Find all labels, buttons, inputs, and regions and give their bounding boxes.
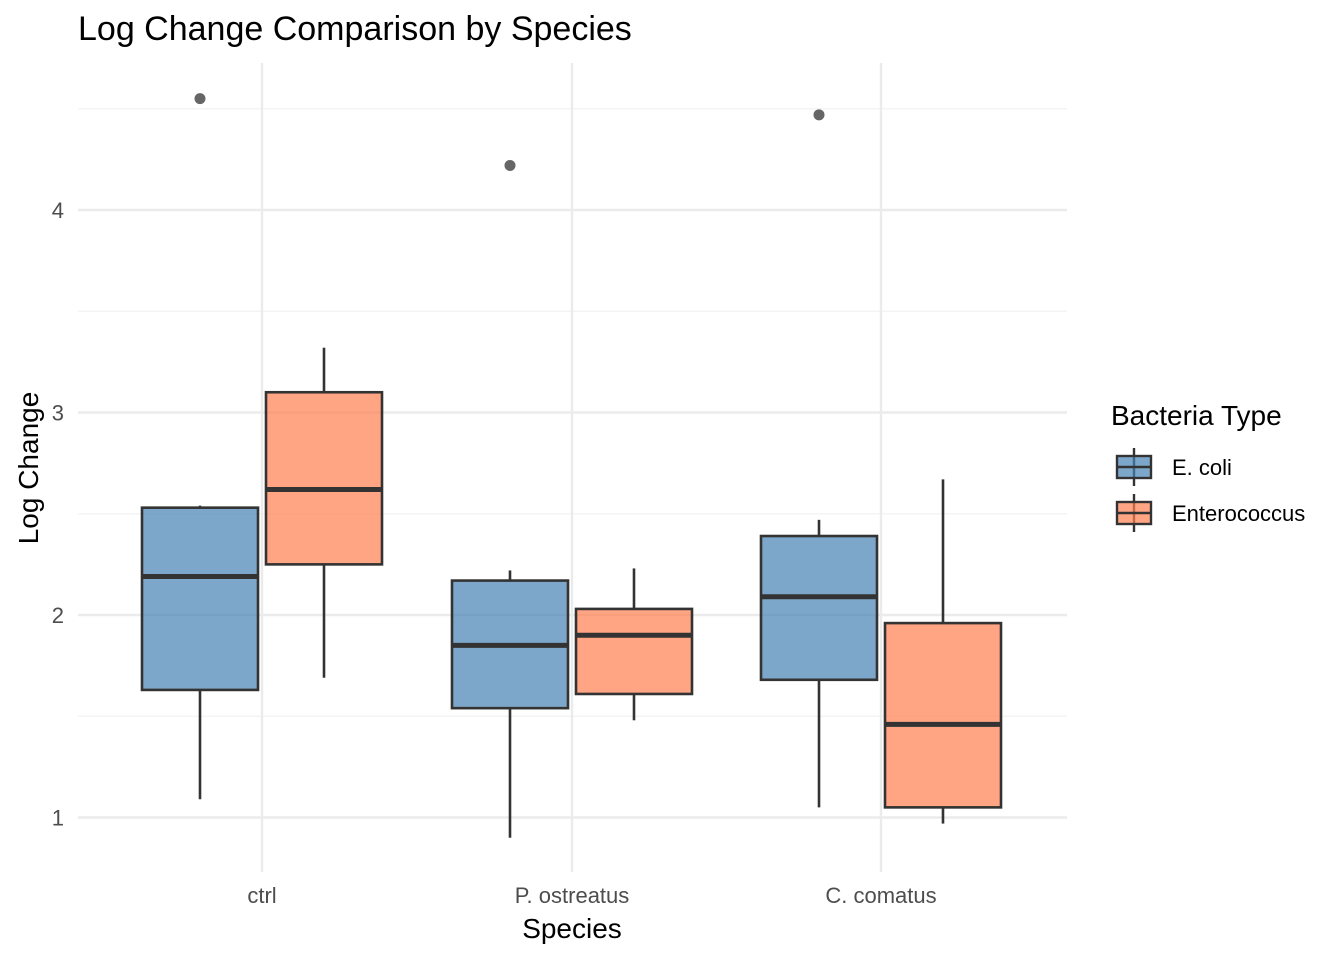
legend-item-enterococcus: Enterococcus bbox=[1115, 494, 1305, 532]
y-tick-label: 3 bbox=[52, 401, 64, 426]
y-tick-label: 2 bbox=[52, 603, 64, 628]
box-iqr bbox=[883, 621, 1003, 809]
box-iqr bbox=[140, 506, 260, 692]
box-iqr bbox=[574, 607, 694, 696]
tick-labels: 1 2 3 4 ctrl P. ostreatus C. comatus bbox=[52, 198, 937, 908]
y-axis-title: Log Change bbox=[13, 392, 44, 545]
chart-title: Log Change Comparison by Species bbox=[78, 10, 632, 48]
box-enterococcus-c-comatus bbox=[883, 479, 1003, 824]
box-enterococcus-p-ostreatus bbox=[574, 568, 694, 721]
y-tick-label: 1 bbox=[52, 806, 64, 831]
box-e-coli-c-comatus bbox=[759, 109, 879, 808]
legend-item-e-coli: E. coli bbox=[1115, 448, 1232, 486]
legend-label: E. coli bbox=[1172, 455, 1232, 480]
legend: Bacteria Type E. coli Enterococcus bbox=[1111, 400, 1305, 532]
outlier-point bbox=[813, 109, 825, 121]
x-tick-label: ctrl bbox=[247, 883, 276, 908]
box-iqr bbox=[759, 534, 879, 682]
outlier-point bbox=[194, 93, 206, 105]
y-tick-label: 4 bbox=[52, 198, 64, 223]
box-iqr bbox=[264, 390, 384, 566]
box-enterococcus-ctrl bbox=[264, 347, 384, 678]
box-e-coli-p-ostreatus bbox=[450, 159, 570, 838]
legend-label: Enterococcus bbox=[1172, 501, 1305, 526]
x-axis-title: Species bbox=[522, 913, 622, 944]
outlier-point bbox=[504, 159, 516, 171]
boxes bbox=[140, 93, 1003, 838]
x-tick-label: C. comatus bbox=[825, 883, 936, 908]
box-e-coli-ctrl bbox=[140, 93, 260, 800]
x-tick-label: P. ostreatus bbox=[515, 883, 630, 908]
legend-title: Bacteria Type bbox=[1111, 400, 1282, 431]
